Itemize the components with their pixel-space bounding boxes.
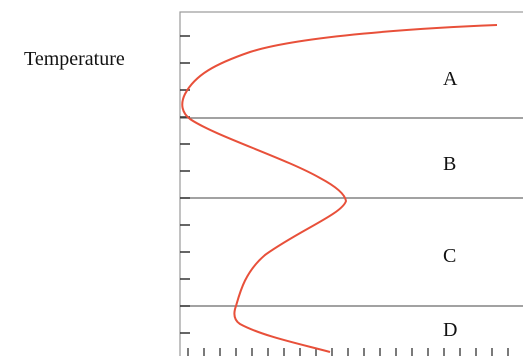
vertical-axis-ticks <box>180 35 190 334</box>
plot-frame <box>179 11 523 356</box>
temperature-profile-curve <box>181 24 498 353</box>
layer-label-a: A <box>443 68 458 90</box>
layer-label-d: D <box>443 319 457 341</box>
layer-label-b: B <box>443 153 456 175</box>
temperature-axis-label: Temperature <box>24 48 125 70</box>
layer-label-c: C <box>443 245 456 267</box>
horizontal-axis-ticks <box>187 348 509 356</box>
